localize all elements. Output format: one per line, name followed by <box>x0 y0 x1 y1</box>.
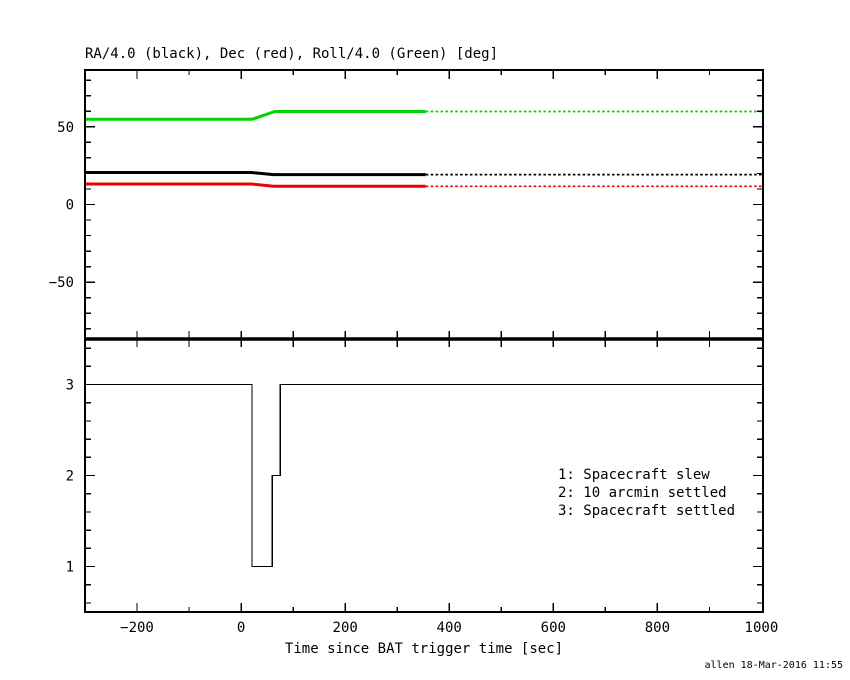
y-tick-label: 1 <box>66 560 74 576</box>
x-tick-label: 400 <box>437 620 462 636</box>
series-line-solid <box>85 171 426 177</box>
x-tick-label: 800 <box>645 620 670 636</box>
legend-line-3: 3: Spacecraft settled <box>558 503 735 519</box>
y-tick-label: 50 <box>57 120 74 136</box>
x-tick-label: −200 <box>120 620 154 636</box>
x-tick-label: 200 <box>333 620 358 636</box>
data-lines-layer <box>85 110 763 568</box>
x-axis-label: Time since BAT trigger time [sec] <box>285 641 563 657</box>
y-tick-label: −50 <box>49 275 74 291</box>
axes-layer <box>84 69 764 613</box>
y-tick-label: 2 <box>66 469 74 485</box>
tick-labels-layer: 50 0 −50 3 2 1 −200 0 200 400 600 800 1000 <box>49 120 779 636</box>
x-tick-label: 1000 <box>745 620 779 636</box>
legend-line-2: 2: 10 arcmin settled <box>558 485 727 501</box>
legend-line-1: 1: Spacecraft slew <box>558 467 710 483</box>
series-line-step <box>85 383 763 568</box>
plot-title: RA/4.0 (black), Dec (red), Roll/4.0 (Gre… <box>85 46 498 62</box>
credit-timestamp: allen 18-Mar-2016 11:55 <box>705 660 843 671</box>
x-tick-label: 600 <box>541 620 566 636</box>
y-tick-label: 3 <box>66 378 74 394</box>
y-tick-label: 0 <box>66 198 74 214</box>
series-line-solid <box>85 182 426 188</box>
series-line-solid <box>85 110 426 121</box>
x-tick-label: 0 <box>237 620 245 636</box>
tick-marks <box>85 70 763 612</box>
